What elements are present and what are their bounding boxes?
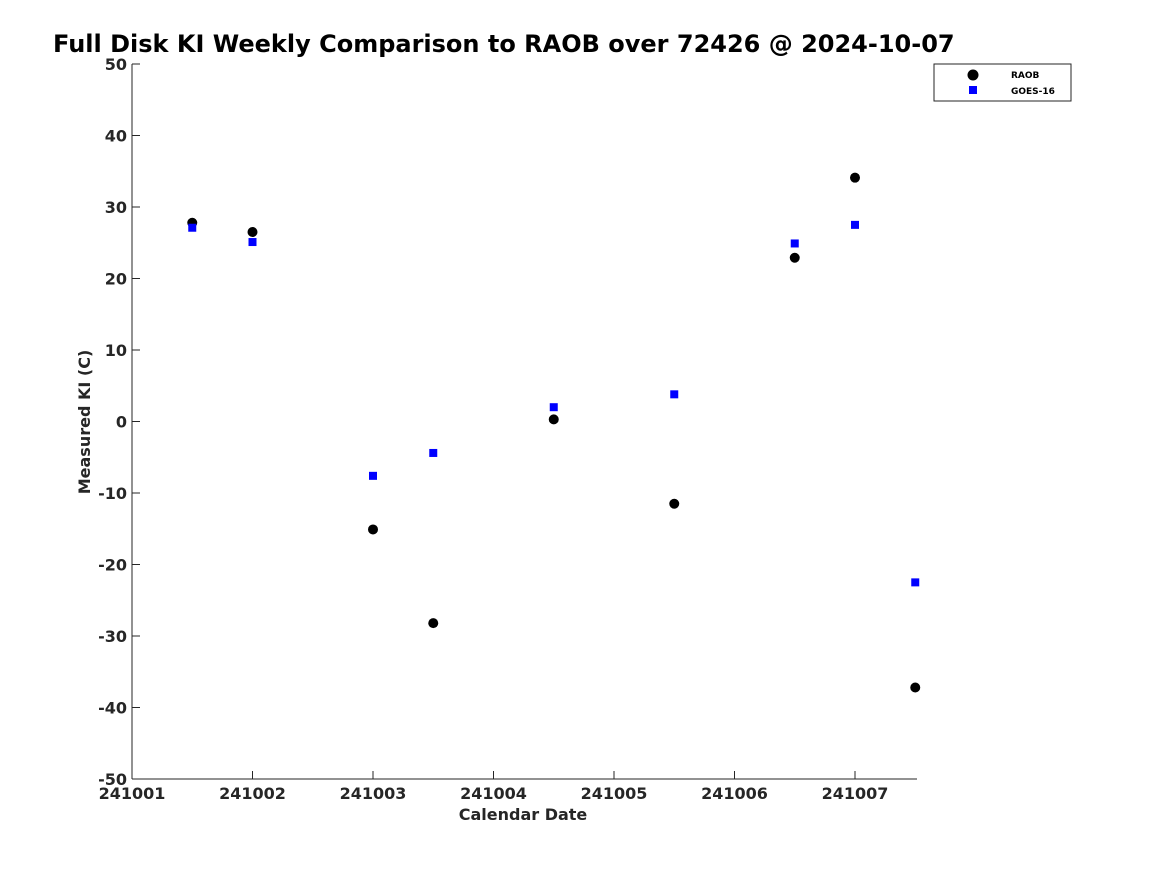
x-tick-label: 241005	[581, 784, 648, 803]
goes-16-point	[188, 223, 197, 232]
raob-point	[669, 498, 680, 509]
y-tick-label: 40	[105, 127, 127, 146]
x-tick-label: 241001	[99, 784, 166, 803]
axes	[131, 64, 917, 780]
x-tick-label: 241002	[219, 784, 286, 803]
goes-16-point	[670, 390, 679, 399]
goes-16-point	[429, 448, 438, 457]
y-tick-label: -20	[98, 556, 127, 575]
y-ticks: 50 40 30 20 10 0 -10 -20 -30 -40 -50	[98, 55, 140, 789]
raob-point	[850, 172, 860, 183]
chart-title: Full Disk KI Weekly Comparison to RAOB o…	[53, 30, 955, 58]
goes-16-point	[549, 403, 558, 412]
raob-point	[428, 618, 439, 629]
y-tick-label: -30	[98, 627, 127, 646]
y-tick-label: 10	[105, 341, 127, 360]
legend-raob-label: RAOB	[1011, 71, 1040, 81]
goes-16-point	[790, 239, 799, 248]
y-tick-label: 50	[105, 55, 127, 74]
legend-goes-label: GOES-16	[1011, 87, 1055, 97]
y-tick-label: -10	[98, 484, 127, 503]
legend-goes-marker	[969, 86, 977, 94]
x-tick-label: 241003	[340, 784, 407, 803]
data-points	[187, 172, 921, 693]
raob-point	[368, 524, 378, 535]
y-tick-label: -50	[98, 770, 127, 789]
x-tick-label: 241006	[701, 784, 768, 803]
goes-16-point	[851, 220, 859, 229]
x-tick-label: 241004	[460, 784, 527, 803]
x-tick-label: 241007	[822, 784, 889, 803]
y-tick-label: -40	[98, 699, 127, 718]
y-tick-label: 20	[105, 270, 127, 289]
raob-point	[548, 414, 559, 425]
y-tick-label: 0	[116, 413, 127, 432]
goes-16-point	[248, 238, 257, 247]
y-tick-label: 30	[105, 198, 127, 217]
x-axis-label: Calendar Date	[459, 805, 588, 824]
goes-16-point	[911, 578, 920, 587]
legend: RAOB GOES-16	[933, 63, 1072, 102]
x-ticks: 241001 241002 241003 241004 241005 241006 2410…	[99, 771, 889, 803]
y-axis-label: Measured KI (C)	[75, 350, 94, 495]
raob-point	[910, 682, 921, 693]
raob-point	[789, 252, 800, 263]
raob-point	[247, 227, 258, 238]
legend-box	[933, 63, 1072, 102]
legend-raob-marker	[967, 69, 979, 81]
goes-16-point	[369, 471, 377, 480]
